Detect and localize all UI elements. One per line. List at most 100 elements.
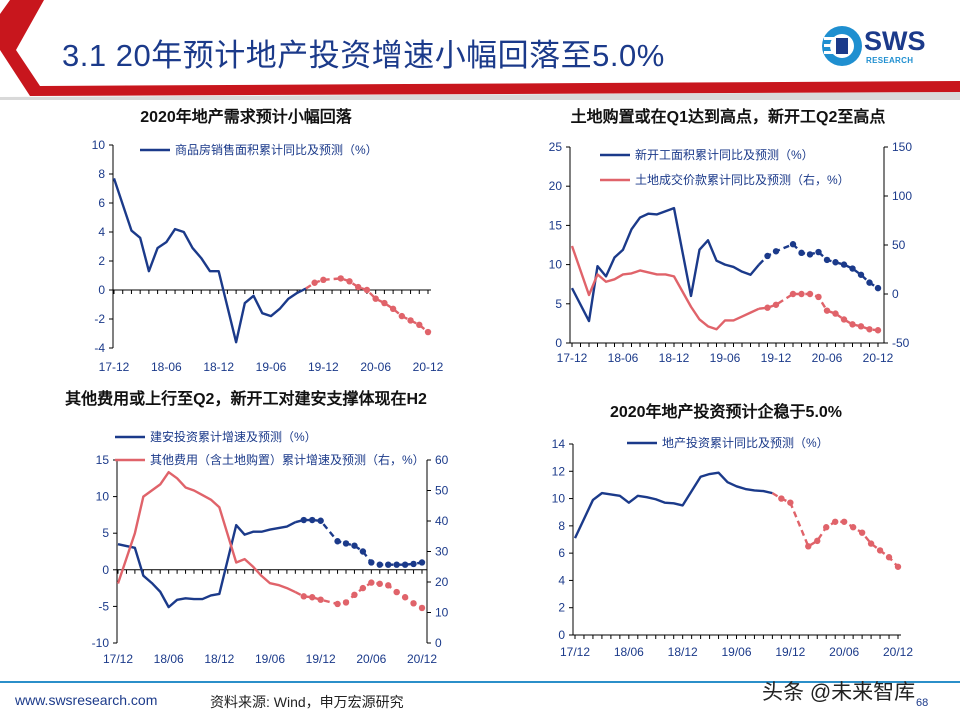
series-2-line [116, 471, 296, 594]
series-2-forecast-point [309, 594, 316, 601]
series-1-forecast-point [381, 299, 388, 307]
x-tick-label: 18/12 [204, 652, 234, 666]
series-2-forecast-point [368, 579, 375, 586]
series-1-forecast-point [368, 559, 375, 566]
series-1-forecast-point [823, 524, 830, 531]
x-tick-label: 20/06 [356, 652, 386, 666]
y-tick-label: 0 [98, 283, 105, 297]
y-tick-label: 6 [98, 196, 105, 210]
y2-tick-label: 20 [435, 575, 449, 589]
series-2-forecast-line [758, 292, 879, 332]
footer-website-link[interactable]: www.swsresearch.com [15, 692, 158, 708]
y-tick-label: 12 [552, 464, 566, 478]
series-2-forecast-point [376, 580, 383, 588]
series-1-forecast-point [832, 259, 839, 266]
series-1-forecast-point [831, 518, 839, 525]
x-tick-label: 19/06 [721, 645, 751, 659]
y-tick-label: 6 [558, 546, 565, 560]
y-tick-label: 8 [98, 167, 105, 181]
footer-divider [0, 681, 960, 683]
series-1-forecast-point [806, 251, 814, 258]
y-tick-label: -2 [94, 312, 105, 326]
series-1-forecast-point [355, 283, 362, 291]
x-tick-label: 17/12 [560, 645, 590, 659]
x-tick-label: 20/12 [883, 645, 913, 659]
y-tick-label: 8 [558, 519, 565, 533]
y-tick-label: 10 [92, 138, 106, 152]
x-tick-label: 19-06 [710, 351, 741, 365]
x-tick-label: 19-12 [761, 351, 792, 365]
footer-source: 资料来源: Wind，申万宏源研究 [210, 694, 404, 710]
series-1-forecast-point [359, 548, 367, 555]
legend-2-label: 土地成交价款累计同比及预测（右，%） [635, 172, 850, 187]
series-1-forecast-point [309, 516, 316, 524]
series-2-forecast-point [401, 594, 409, 601]
series-2-forecast-point [359, 584, 367, 592]
series-2-forecast-point [815, 293, 822, 301]
series-1-forecast-point [867, 540, 875, 547]
x-tick-label: 20-06 [360, 360, 391, 374]
y-tick-label: 5 [102, 526, 109, 540]
series-2-forecast-point [823, 307, 831, 314]
y-tick-label: 0 [555, 336, 562, 350]
series-1-forecast-point [410, 560, 417, 568]
series-2-forecast-point [806, 290, 814, 298]
x-tick-label: 18/06 [154, 652, 184, 666]
logo-subtext: RESEARCH [866, 56, 914, 65]
series-1-forecast-point [787, 499, 794, 506]
x-tick-label: 18/12 [668, 645, 698, 659]
series-2-forecast-point [334, 600, 341, 608]
y2-tick-label: 50 [435, 484, 449, 498]
x-tick-label: 19/06 [255, 652, 285, 666]
series-2-forecast-point [393, 588, 400, 596]
header-red-band [0, 0, 960, 96]
series-2-forecast-point [418, 604, 426, 612]
series-2-forecast-point [798, 290, 805, 298]
y-tick-label: -10 [92, 636, 110, 650]
legend-1-label: 地产投资累计同比及预测（%） [662, 435, 829, 450]
chart-1: 10 8 6 4 2 0 -2 -4 17-12 18-06 18-12 19-06 19-12 20-0… [92, 138, 444, 374]
x-tick-label: 17-12 [99, 360, 130, 374]
y2-tick-label: 100 [892, 189, 912, 203]
series-1-forecast-point [416, 321, 423, 328]
series-1-forecast-point [334, 538, 341, 545]
series-1-forecast-point [778, 495, 785, 502]
y2-tick-label: 0 [435, 636, 442, 650]
legend-1-label: 建安投资累计增速及预测（%） [150, 429, 317, 444]
chart-4-title: 2020年地产投资预计企稳于5.0% [609, 404, 843, 421]
series-1-forecast-point [389, 305, 397, 313]
legend-2-label: 其他费用（含土地购置）累计增速及预测（右，%） [150, 452, 425, 467]
y-tick-label: 0 [102, 563, 109, 577]
series-1-forecast-line [305, 277, 429, 333]
y-tick-label: 14 [552, 437, 566, 451]
series-2-forecast-point [849, 321, 856, 328]
series-1-forecast-point [337, 275, 344, 282]
x-tick-label: 19/12 [306, 652, 336, 666]
series-1-forecast-point [311, 279, 318, 286]
y-tick-label: 2 [98, 254, 105, 268]
series-2-forecast-point [789, 290, 797, 298]
x-tick-label: 20/12 [407, 652, 437, 666]
series-2-forecast-point [832, 310, 839, 317]
series-2-forecast-point [342, 599, 350, 606]
series-1-forecast-point [342, 540, 350, 547]
series-1-forecast-point [858, 529, 866, 536]
slide-title: 3.1 20年预计地产投资增速小幅回落至5.0% [62, 38, 665, 73]
y-tick-label: 10 [96, 490, 110, 504]
y2-tick-label: 10 [435, 606, 449, 620]
series-1-forecast-point [317, 517, 324, 524]
y-tick-label: 15 [96, 453, 110, 467]
series-1-forecast-point [424, 328, 432, 336]
series-1-forecast-point [772, 248, 780, 255]
series-2-forecast-point [840, 316, 848, 323]
series-1-forecast-point [351, 542, 358, 549]
logo-text: SWS [864, 26, 926, 56]
x-tick-label: 17/12 [103, 652, 133, 666]
series-1-line [573, 471, 773, 539]
chart-1-title: 2020年地产需求预计小幅回落 [140, 109, 352, 126]
chart-2-title: 土地购置或在Q1达到高点，新开工Q2至高点 [570, 109, 886, 126]
series-2-forecast-point [385, 582, 392, 589]
watermark: 头条 @未来智库 [762, 681, 916, 704]
y-tick-label: 10 [549, 258, 563, 272]
